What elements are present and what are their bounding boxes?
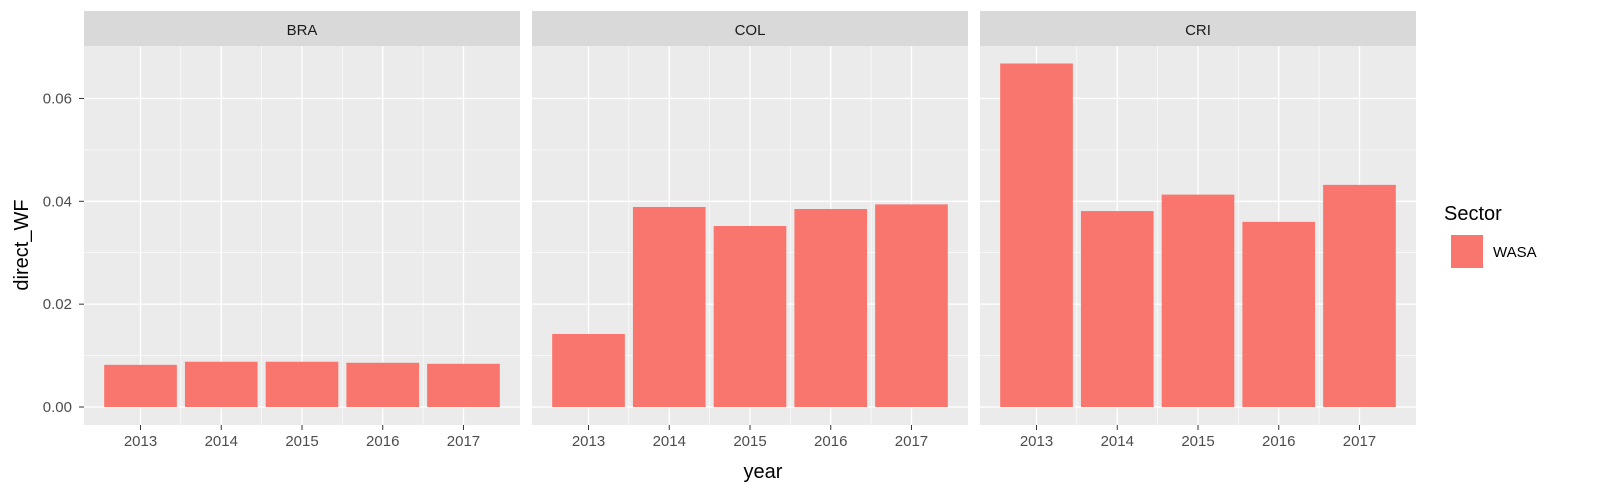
bar-cri-2015 (1161, 194, 1235, 408)
bar-col-2015 (713, 225, 787, 408)
facet-panels: BRA 2013 2014 2015 2016 2017 COL 2013 2014 2015 20… (84, 11, 1416, 450)
bar-bra-2015 (265, 361, 339, 408)
bar-cri-2014 (1080, 211, 1154, 408)
facet-strip-label: BRA (287, 22, 318, 39)
legend-label-wasa: WASA (1493, 244, 1537, 261)
x-tick-label: 2017 (447, 433, 480, 450)
y-axis-title: direct_WF (11, 199, 33, 290)
bar-col-2016 (794, 209, 868, 408)
y-tick-label: 0.06 (43, 90, 72, 107)
x-tick-label: 2013 (124, 433, 157, 450)
bar-col-2014 (632, 206, 706, 408)
x-tick-label: 2015 (1181, 433, 1214, 450)
bar-bra-2016 (346, 362, 420, 408)
facet-panel-bra: BRA 2013 2014 2015 2016 2017 (84, 11, 520, 450)
x-tick-label: 2014 (653, 433, 686, 450)
facet-panel-cri: CRI 2013 2014 2015 2016 2017 (980, 11, 1416, 450)
x-tick-label: 2017 (895, 433, 928, 450)
x-tick-label: 2014 (1101, 433, 1134, 450)
x-tick-label: 2015 (285, 433, 318, 450)
bar-col-2017 (875, 204, 948, 408)
x-tick-label: 2016 (366, 433, 399, 450)
x-tick-label: 2014 (205, 433, 238, 450)
facet-strip-label: CRI (1185, 22, 1211, 39)
bar-col-2013 (552, 333, 625, 408)
y-tick-label: 0.04 (43, 193, 72, 210)
facet-panel-col: COL 2013 2014 2015 2016 2017 (532, 11, 968, 450)
y-tick-label: 0.02 (43, 296, 72, 313)
x-tick-label: 2017 (1343, 433, 1376, 450)
x-tick-label: 2013 (572, 433, 605, 450)
x-axis-title: year (744, 461, 783, 483)
bar-cri-2017 (1323, 184, 1396, 408)
facet-strip (532, 11, 968, 46)
bar-bra-2017 (427, 363, 500, 408)
legend-key-wasa (1451, 235, 1483, 268)
legend: Sector WASA (1444, 203, 1537, 268)
bar-bra-2014 (184, 361, 258, 408)
facet-strip (84, 11, 520, 46)
x-tick-label: 2016 (1262, 433, 1295, 450)
x-tick-label: 2016 (814, 433, 847, 450)
bar-bra-2013 (104, 364, 177, 408)
legend-title: Sector (1444, 203, 1502, 225)
x-tick-label: 2015 (733, 433, 766, 450)
bar-cri-2013 (1000, 63, 1073, 408)
bar-cri-2016 (1242, 221, 1316, 408)
facet-strip-label: COL (735, 22, 766, 39)
x-tick-label: 2013 (1020, 433, 1053, 450)
y-axis: 0.00 0.02 0.04 0.06 (43, 90, 84, 416)
facet-strip (980, 11, 1416, 46)
y-tick-label: 0.00 (43, 399, 72, 416)
